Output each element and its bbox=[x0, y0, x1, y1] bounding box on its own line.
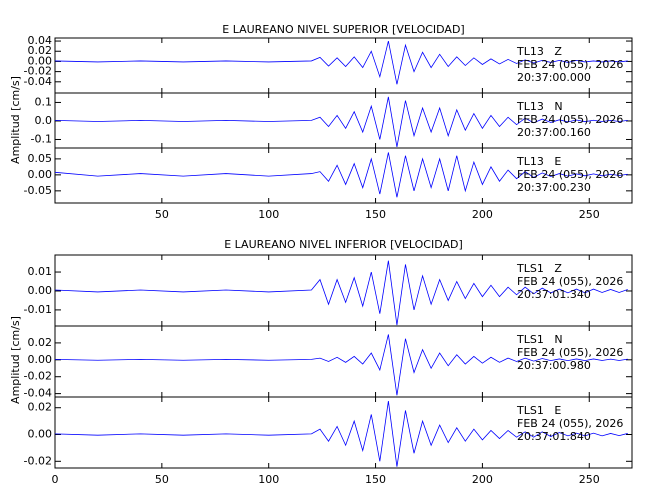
trace-annotation: FEB 24 (055), 2026 bbox=[517, 417, 623, 430]
y-tick-label: -0.04 bbox=[24, 75, 52, 88]
x-tick-label: 200 bbox=[472, 208, 493, 221]
trace-annotation: FEB 24 (055), 2026 bbox=[517, 275, 623, 288]
trace bbox=[54, 152, 628, 198]
trace-annotation: 20:37:00.230 bbox=[517, 181, 591, 194]
trace-annotation: FEB 24 (055), 2026 bbox=[517, 168, 623, 181]
y-tick-label: 0.01 bbox=[28, 265, 53, 278]
x-tick-label: 250 bbox=[579, 473, 600, 486]
trace-annotation: 20:37:00.980 bbox=[517, 359, 591, 372]
x-tick-label: 50 bbox=[155, 473, 169, 486]
y-tick-label: 0.0 bbox=[35, 114, 53, 127]
y-tick-label: -0.05 bbox=[24, 184, 52, 197]
trace-annotation: TLS1 Z bbox=[516, 262, 562, 275]
y-tick-label: -0.02 bbox=[24, 370, 52, 383]
y-tick-label: 0.02 bbox=[28, 336, 53, 349]
trace-annotation: TL13 N bbox=[516, 100, 563, 113]
panel-frame bbox=[54, 396, 633, 469]
x-tick-label: 100 bbox=[258, 208, 279, 221]
panel-frame bbox=[54, 147, 633, 204]
trace-annotation: TLS1 E bbox=[516, 404, 561, 417]
trace-annotation: 20:37:01.840 bbox=[517, 430, 591, 443]
y-tick-label: -0.04 bbox=[24, 387, 52, 400]
trace bbox=[54, 400, 628, 467]
x-tick-label: 100 bbox=[258, 473, 279, 486]
trace-annotation: FEB 24 (055), 2026 bbox=[517, 113, 623, 126]
y-tick-label: 0.00 bbox=[28, 284, 53, 297]
trace bbox=[54, 96, 628, 147]
x-tick-label: 0 bbox=[52, 473, 59, 486]
y-tick-label: 0.00 bbox=[28, 54, 53, 67]
y-tick-label: 0.1 bbox=[35, 95, 53, 108]
y-tick-label: 0.00 bbox=[28, 428, 53, 441]
y-tick-label: 0.02 bbox=[28, 401, 53, 414]
trace-annotation: 20:37:00.160 bbox=[517, 126, 591, 139]
y-tick-label: 0.00 bbox=[28, 353, 53, 366]
trace-annotation: FEB 24 (055), 2026 bbox=[517, 58, 623, 71]
chart-title: E LAUREANO NIVEL SUPERIOR [VELOCIDAD] bbox=[222, 23, 464, 36]
trace-annotation: TL13 Z bbox=[516, 45, 562, 58]
y-tick-label: -0.01 bbox=[24, 303, 52, 316]
trace-annotation: 20:37:01.340 bbox=[517, 288, 591, 301]
trace-annotation: FEB 24 (055), 2026 bbox=[517, 346, 623, 359]
y-tick-label: -0.02 bbox=[24, 454, 52, 467]
x-tick-label: 250 bbox=[579, 208, 600, 221]
x-tick-label: 50 bbox=[155, 208, 169, 221]
trace-annotation: TL13 E bbox=[516, 155, 561, 168]
y-axis-label: Amplitud [cm/s] bbox=[9, 316, 22, 404]
y-tick-label: 0.05 bbox=[28, 152, 53, 165]
chart-title: E LAUREANO NIVEL INFERIOR [VELOCIDAD] bbox=[224, 238, 463, 251]
y-tick-label: -0.02 bbox=[24, 65, 52, 78]
trace bbox=[54, 260, 628, 326]
y-axis-label: Amplitud [cm/s] bbox=[9, 76, 22, 164]
trace-annotation: 20:37:00.000 bbox=[517, 71, 591, 84]
y-tick-label: 0.04 bbox=[28, 34, 53, 47]
x-tick-label: 200 bbox=[472, 473, 493, 486]
x-tick-label: 150 bbox=[365, 473, 386, 486]
y-tick-label: 0.00 bbox=[28, 168, 53, 181]
trace bbox=[54, 40, 628, 85]
trace-annotation: TLS1 N bbox=[516, 333, 563, 346]
x-tick-label: 150 bbox=[365, 208, 386, 221]
y-tick-label: -0.1 bbox=[31, 132, 52, 145]
trace bbox=[54, 334, 628, 396]
y-tick-label: 0.02 bbox=[28, 44, 53, 57]
